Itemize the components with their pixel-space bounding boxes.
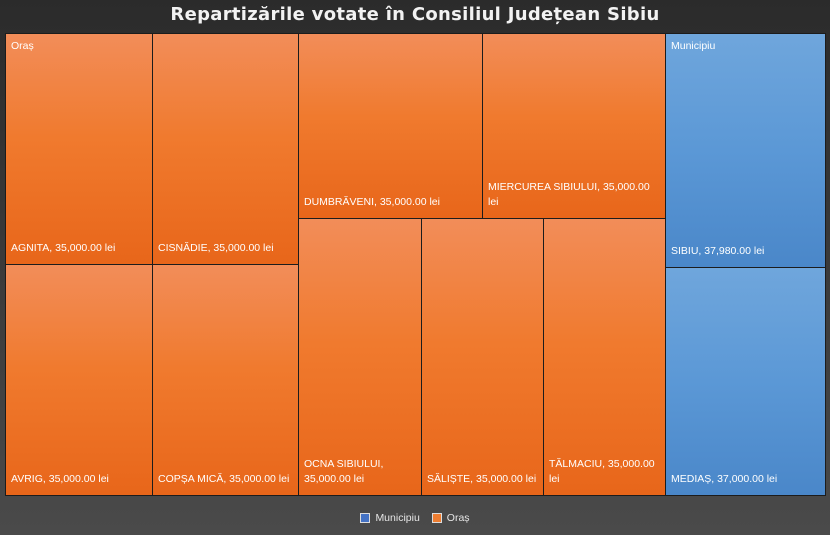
legend-swatch-municipiu <box>360 513 371 523</box>
group-label-municipiu: Municipiu <box>671 40 716 52</box>
tile-label-medias: MEDIAȘ, 37,000.00 lei <box>671 473 778 485</box>
legend-item-municipiu: Municipiu <box>360 512 420 524</box>
tile-label-cisnadie: CISNĂDIE, 35,000.00 lei <box>158 242 274 254</box>
tile-copsa-mica: COPȘA MICĂ, 35,000.00 lei <box>152 264 299 496</box>
tile-cisnadie: CISNĂDIE, 35,000.00 lei <box>152 33 299 265</box>
legend-item-oras: Oraș <box>431 512 470 524</box>
tile-label-dumbraveni: DUMBRĂVENI, 35,000.00 lei <box>304 196 440 208</box>
chart-title: Repartizările votate în Consiliul Județe… <box>170 4 660 25</box>
legend-label-municipiu: Municipiu <box>375 512 420 524</box>
group-label-oras: Oraș <box>11 40 34 52</box>
tile-label-talmaciu: TĂLMACIU, 35,000.00 lei <box>549 458 655 485</box>
tile-sibiu: Municipiu SIBIU, 37,980.00 lei <box>665 33 826 268</box>
legend-label-oras: Oraș <box>446 512 470 524</box>
tile-label-saliste: SĂLIȘTE, 35,000.00 lei <box>427 473 537 485</box>
tile-saliste: SĂLIȘTE, 35,000.00 lei <box>421 218 544 496</box>
tile-label-ocna-sibiului: OCNA SIBIULUI, 35,000.00 lei <box>304 458 384 485</box>
tile-label-miercurea-sibiului: MIERCUREA SIBIULUI, 35,000.00 lei <box>488 181 650 208</box>
tile-miercurea-sibiului: MIERCUREA SIBIULUI, 35,000.00 lei <box>482 33 666 219</box>
legend-swatch-oras <box>431 513 442 523</box>
tile-medias: MEDIAȘ, 37,000.00 lei <box>665 267 826 496</box>
tile-label-avrig: AVRIG, 35,000.00 lei <box>11 473 109 485</box>
tile-talmaciu: TĂLMACIU, 35,000.00 lei <box>543 218 666 496</box>
tile-label-agnita: AGNITA, 35,000.00 lei <box>11 242 116 254</box>
tile-label-sibiu: SIBIU, 37,980.00 lei <box>671 245 765 257</box>
treemap-plot: Oraș AGNITA, 35,000.00 lei AVRIG, 35,000… <box>5 33 826 496</box>
tile-ocna-sibiului: OCNA SIBIULUI, 35,000.00 lei <box>298 218 422 496</box>
tile-agnita: Oraș AGNITA, 35,000.00 lei <box>5 33 153 265</box>
tile-avrig: AVRIG, 35,000.00 lei <box>5 264 153 496</box>
chart-legend: Municipiu Oraș <box>0 510 830 526</box>
tile-dumbraveni: DUMBRĂVENI, 35,000.00 lei <box>298 33 483 219</box>
tile-label-copsa-mica: COPȘA MICĂ, 35,000.00 lei <box>158 473 290 485</box>
